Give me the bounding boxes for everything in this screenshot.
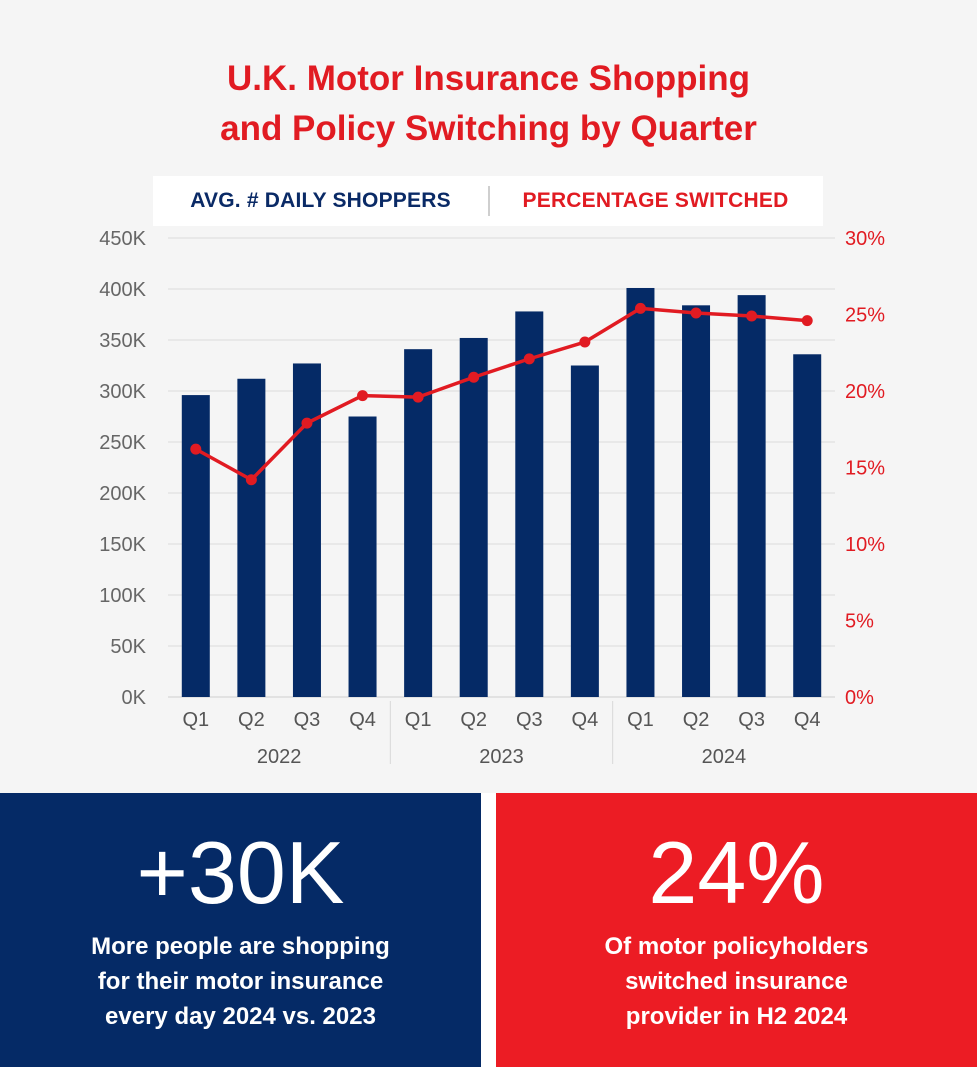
- x-tick-label: Q1: [182, 709, 209, 731]
- bar: [570, 365, 599, 697]
- stat-shoppers-value: +30K: [136, 823, 345, 922]
- legend-percentage-switched: PERCENTAGE SWITCHED: [522, 189, 789, 212]
- x-tick-label: Q1: [627, 709, 654, 731]
- y-right-tick-label: 25%: [845, 305, 885, 327]
- x-tick-label: Q3: [294, 709, 321, 731]
- stat-switched-line-1: Of motor policyholders: [604, 933, 869, 960]
- y-right-tick-label: 5%: [845, 611, 874, 633]
- stat-switched-line-3: provider in H2 2024: [625, 1003, 848, 1030]
- chart-legend: AVG. # DAILY SHOPPERS PERCENTAGE SWITCHE…: [153, 176, 823, 226]
- line-point: [523, 353, 535, 365]
- bar: [515, 311, 544, 697]
- stat-card-shoppers: +30K More people are shopping for their …: [0, 793, 481, 1067]
- x-group-label: 2022: [257, 746, 302, 768]
- y-left-tick-label: 0K: [122, 687, 147, 709]
- stat-shoppers-line-2: for their motor insurance: [97, 968, 384, 995]
- stat-shoppers-description: More people are shopping for their motor…: [0, 929, 481, 1034]
- y-left-tick-label: 400K: [99, 279, 146, 301]
- bar: [404, 349, 433, 697]
- y-left-tick-label: 100K: [99, 585, 146, 607]
- y-right-tick-label: 30%: [845, 228, 885, 250]
- y-left-tick-label: 50K: [110, 636, 146, 658]
- x-tick-label: Q4: [794, 709, 821, 731]
- combo-chart: 0K 50K 100K 150K 200K 250K 300K 350K 400K 450K 0% 5…: [99, 228, 885, 768]
- y-left-tick-label: 150K: [99, 534, 146, 556]
- line-point: [579, 336, 591, 348]
- legend-daily-shoppers: AVG. # DAILY SHOPPERS: [190, 189, 451, 212]
- stat-switched-description: Of motor policyholders switched insuranc…: [496, 929, 977, 1034]
- bar: [181, 395, 210, 697]
- line-point: [468, 371, 480, 383]
- line-point: [690, 307, 702, 319]
- line-point: [746, 310, 758, 322]
- y-left-tick-label: 200K: [99, 483, 146, 505]
- bar: [292, 363, 321, 697]
- card-gutter: [481, 793, 496, 1067]
- chart-title-line-2: and Policy Switching by Quarter: [220, 109, 757, 148]
- stat-card-switched: 24% Of motor policyholders switched insu…: [496, 793, 977, 1067]
- x-group-label: 2023: [479, 746, 524, 768]
- y-left-tick-label: 300K: [99, 381, 146, 403]
- y-left-tick-label: 450K: [99, 228, 146, 250]
- bar: [459, 337, 488, 697]
- legend-separator: [488, 186, 490, 216]
- y-left-tick-label: 350K: [99, 330, 146, 352]
- y-right-tick-label: 20%: [845, 381, 885, 403]
- chart-title-line-1: U.K. Motor Insurance Shopping: [226, 59, 751, 98]
- switched-line: [194, 306, 808, 482]
- x-tick-label: Q1: [405, 709, 432, 731]
- x-tick-label: Q3: [516, 709, 543, 731]
- line-point: [301, 417, 313, 429]
- x-tick-label: Q2: [683, 709, 710, 731]
- x-tick-label: Q3: [738, 709, 765, 731]
- y-right-tick-label: 10%: [845, 534, 885, 556]
- stat-switched-value: 24%: [648, 823, 825, 922]
- line-point: [190, 443, 202, 455]
- bar: [682, 305, 711, 697]
- x-tick-label: Q4: [572, 709, 599, 731]
- bar: [626, 287, 655, 697]
- x-tick-label: Q2: [238, 709, 265, 731]
- line-point: [412, 391, 424, 403]
- line-point: [357, 390, 369, 402]
- y-right-tick-label: 0%: [845, 687, 874, 709]
- line-point: [245, 474, 257, 486]
- bar: [237, 378, 266, 697]
- bar: [737, 295, 766, 697]
- chart-title: U.K. Motor Insurance Shopping and Policy…: [0, 54, 977, 154]
- line-point: [634, 302, 646, 314]
- x-tick-label: Q2: [460, 709, 487, 731]
- x-group-label: 2024: [702, 746, 747, 768]
- y-left-tick-label: 250K: [99, 432, 146, 454]
- stat-switched-line-2: switched insurance: [625, 968, 848, 995]
- bar: [348, 416, 377, 697]
- stat-shoppers-line-3: every day 2024 vs. 2023: [105, 1003, 376, 1030]
- x-tick-label: Q4: [349, 709, 376, 731]
- y-right-tick-label: 15%: [845, 458, 885, 480]
- stat-shoppers-line-1: More people are shopping: [91, 933, 390, 960]
- bar: [793, 354, 822, 697]
- line-point: [801, 315, 813, 327]
